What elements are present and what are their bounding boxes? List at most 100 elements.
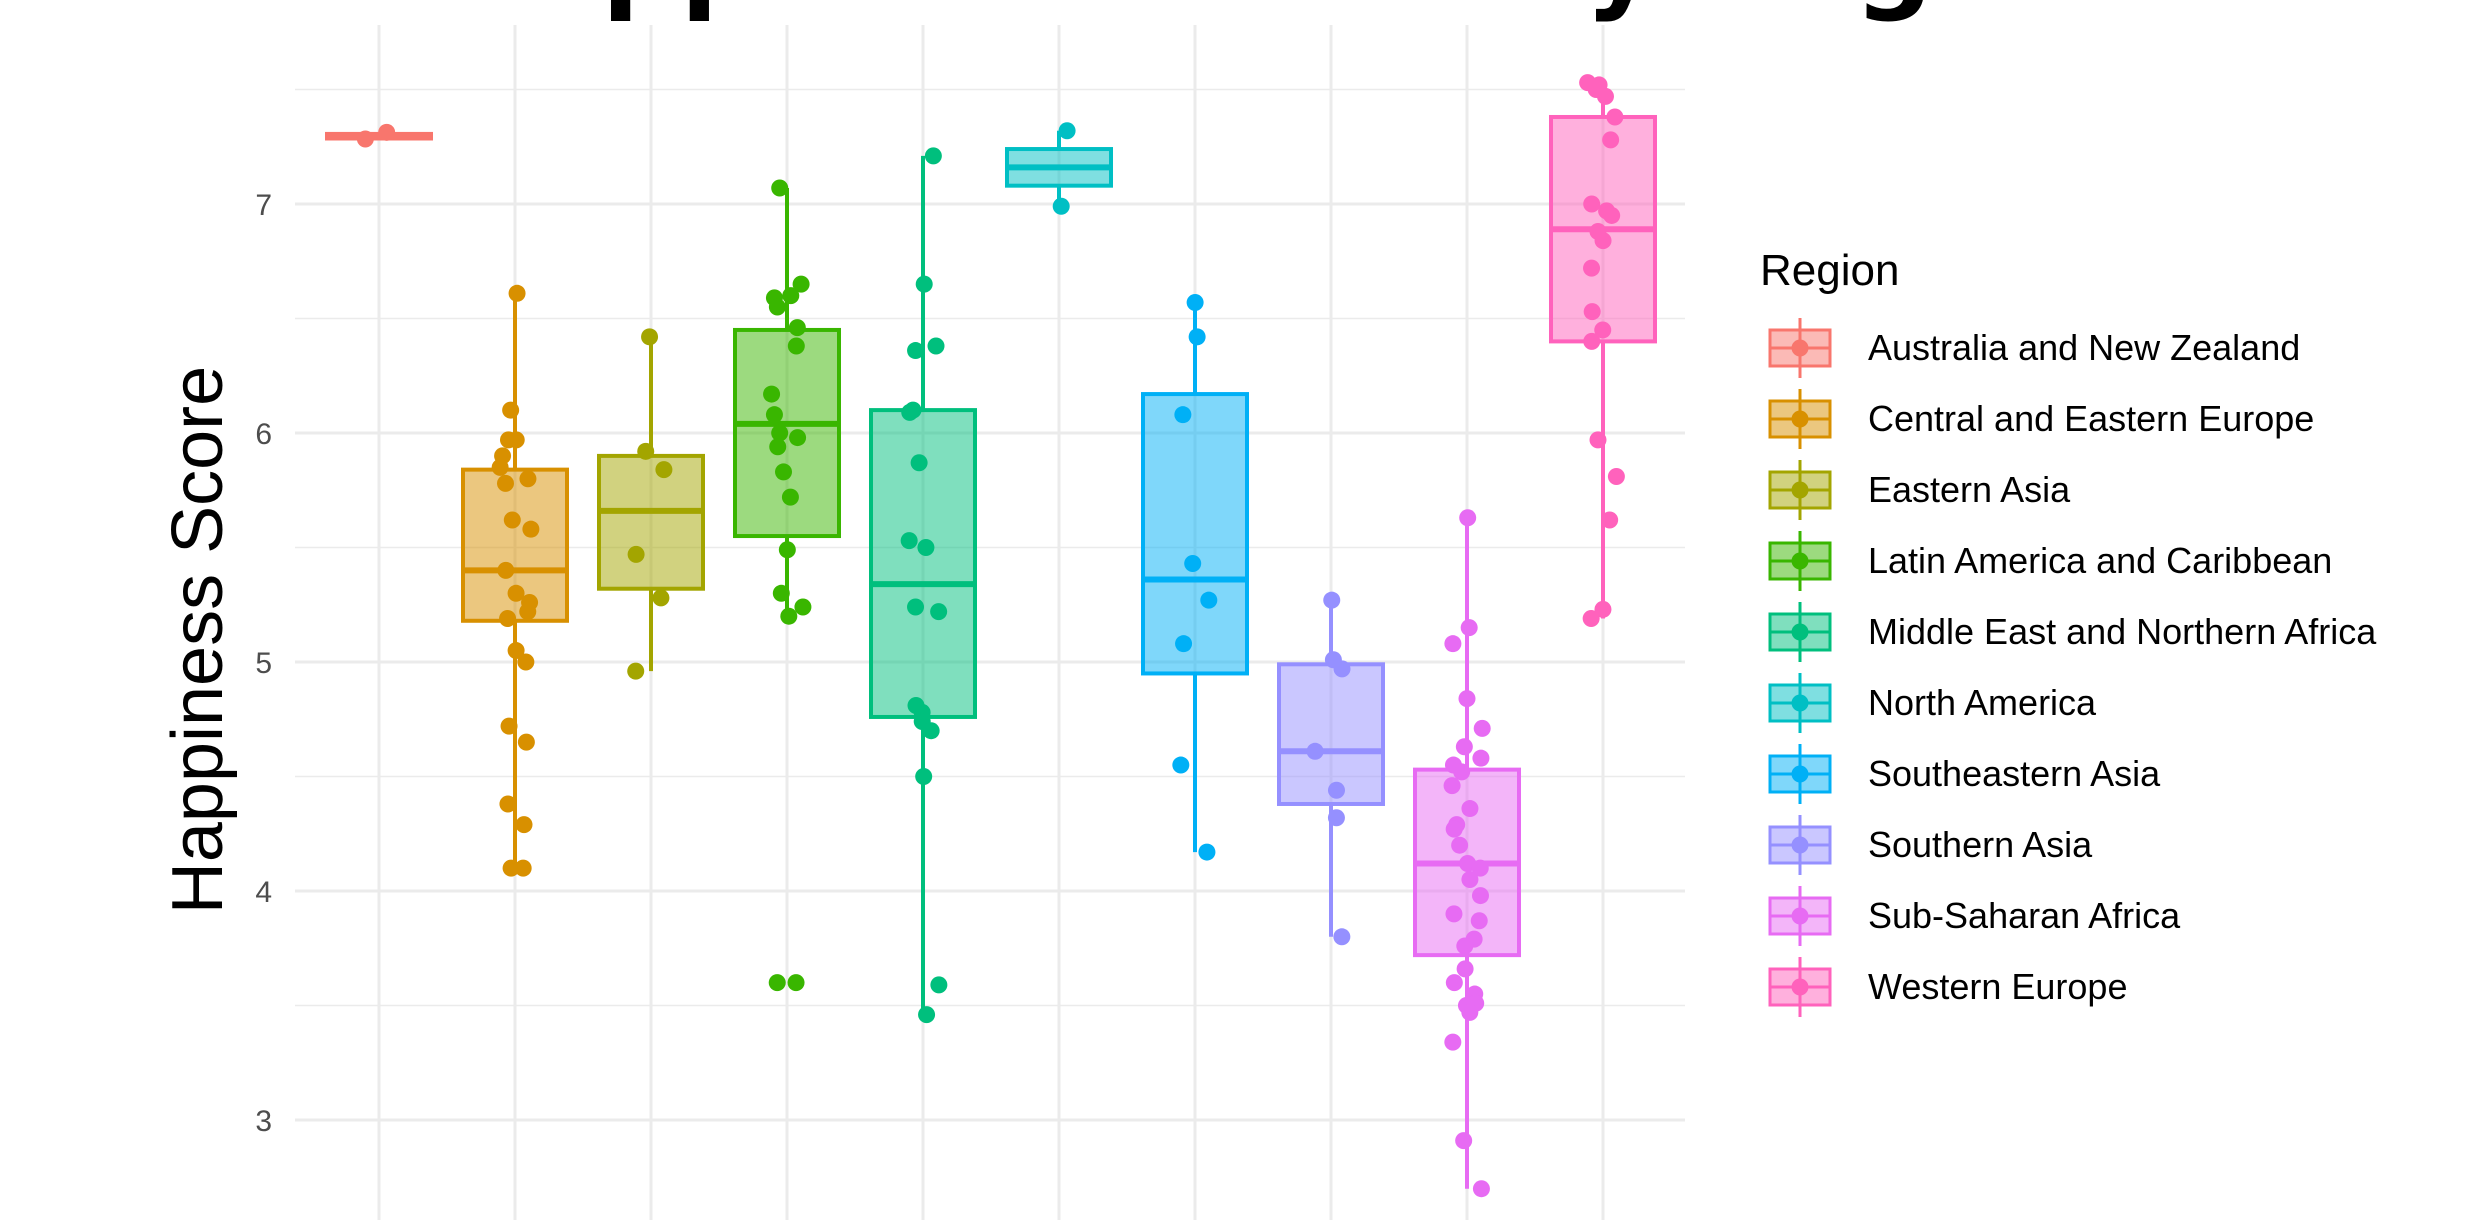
data-point xyxy=(1470,912,1488,930)
data-point xyxy=(778,541,796,559)
legend-key-point xyxy=(1791,481,1809,499)
data-point xyxy=(499,795,517,813)
legend-label: North America xyxy=(1868,682,2097,723)
data-point xyxy=(1606,108,1624,126)
data-point xyxy=(1589,431,1607,449)
data-point xyxy=(496,474,514,492)
legend-key-point xyxy=(1791,410,1809,428)
legend-item: Eastern Asia xyxy=(1768,460,2071,520)
data-point xyxy=(1453,763,1471,781)
data-point xyxy=(1200,591,1218,609)
legend-item: Middle East and Northern Africa xyxy=(1768,602,2377,662)
y-tick-label: 4 xyxy=(255,876,272,909)
data-point xyxy=(1583,259,1601,277)
data-point xyxy=(1058,122,1076,140)
data-point xyxy=(769,438,787,456)
box-latin-america-and-caribbean xyxy=(733,179,841,992)
data-point xyxy=(1460,619,1478,637)
data-point xyxy=(507,431,525,449)
box-middle-east-and-northern-africa xyxy=(869,147,977,1024)
data-point xyxy=(519,603,537,621)
data-point xyxy=(1052,197,1070,215)
box-sub-saharan-africa xyxy=(1413,509,1521,1198)
legend-key-point xyxy=(1791,765,1809,783)
data-point xyxy=(502,859,520,877)
data-point xyxy=(1186,293,1204,311)
legend-key-point xyxy=(1791,907,1809,925)
data-point xyxy=(1458,690,1476,708)
data-point xyxy=(917,539,935,556)
data-point xyxy=(1461,1003,1479,1021)
legend-label: Southeastern Asia xyxy=(1868,753,2161,794)
y-tick-label: 3 xyxy=(255,1105,272,1138)
legend-key-point xyxy=(1791,552,1809,570)
data-point xyxy=(1175,635,1193,653)
legend-label: Sub-Saharan Africa xyxy=(1868,895,2181,936)
data-point xyxy=(900,532,918,550)
data-point xyxy=(1472,1180,1490,1198)
legend-key-point xyxy=(1791,339,1809,357)
data-point xyxy=(1594,600,1612,618)
data-point xyxy=(507,642,525,660)
data-point xyxy=(1456,960,1474,978)
data-point xyxy=(502,401,520,419)
data-point xyxy=(1459,509,1477,527)
data-point xyxy=(787,974,805,992)
legend-item: Central and Eastern Europe xyxy=(1768,389,2314,449)
data-point xyxy=(907,598,925,616)
box-body xyxy=(597,453,705,591)
y-axis-title: Happiness Score xyxy=(158,366,238,914)
data-point xyxy=(915,768,933,785)
legend-label: Latin America and Caribbean xyxy=(1868,540,2332,581)
data-point xyxy=(514,859,532,877)
y-tick-label: 5 xyxy=(255,647,272,680)
data-point xyxy=(1445,820,1463,838)
box-western-europe xyxy=(1549,74,1657,627)
data-point xyxy=(1596,87,1614,105)
data-point xyxy=(1444,1033,1462,1051)
data-point xyxy=(1583,195,1601,213)
data-point xyxy=(1174,406,1192,424)
data-point xyxy=(1602,131,1620,149)
data-point xyxy=(789,429,807,447)
data-point xyxy=(507,584,525,602)
data-point xyxy=(1306,742,1324,760)
data-point xyxy=(378,123,396,141)
box-australia-and-new-zealand xyxy=(325,123,433,148)
legend-item: Western Europe xyxy=(1768,957,2127,1017)
data-point xyxy=(1583,303,1601,321)
data-point xyxy=(768,298,786,316)
data-point xyxy=(918,1006,936,1024)
box-eastern-asia xyxy=(597,328,705,680)
legend-item: Sub-Saharan Africa xyxy=(1768,886,2181,946)
y-tick-label: 7 xyxy=(255,189,272,222)
data-point xyxy=(1444,635,1462,653)
data-point xyxy=(788,319,806,337)
y-tick-label: 6 xyxy=(255,418,272,451)
legend-key-point xyxy=(1791,694,1809,712)
data-point xyxy=(1461,871,1479,889)
data-point xyxy=(910,454,928,472)
data-point xyxy=(915,275,933,293)
legend-label: Southern Asia xyxy=(1868,824,2093,865)
data-point xyxy=(499,609,517,627)
legend-label: Australia and New Zealand xyxy=(1868,327,2300,368)
data-point xyxy=(515,816,533,834)
legend-item: Australia and New Zealand xyxy=(1768,318,2300,378)
data-point xyxy=(1455,738,1473,756)
data-point xyxy=(1451,836,1469,854)
data-point xyxy=(503,511,521,529)
data-point xyxy=(497,561,515,579)
data-point xyxy=(519,470,537,488)
data-point xyxy=(655,461,673,479)
data-point xyxy=(927,337,945,355)
legend-item: Southeastern Asia xyxy=(1768,744,2161,804)
data-point xyxy=(1188,328,1206,346)
data-point xyxy=(1455,1132,1473,1150)
data-point xyxy=(1461,800,1479,818)
data-point xyxy=(641,328,659,346)
y-axis: 3 4 5 6 7 xyxy=(255,189,272,1138)
legend-key-point xyxy=(1791,836,1809,854)
chart-title: Happiness Score by Region xyxy=(435,0,2124,24)
data-point xyxy=(508,284,526,302)
